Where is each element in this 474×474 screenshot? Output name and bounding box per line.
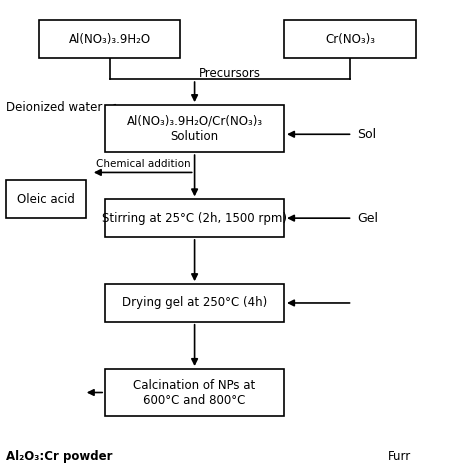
FancyBboxPatch shape: [105, 199, 284, 237]
Text: Cr(NO₃)₃: Cr(NO₃)₃: [325, 33, 375, 46]
FancyBboxPatch shape: [105, 284, 284, 322]
Text: Precursors: Precursors: [199, 66, 261, 80]
Text: Al(NO₃)₃.9H₂O: Al(NO₃)₃.9H₂O: [69, 33, 151, 46]
Text: Drying gel at 250°C (4h): Drying gel at 250°C (4h): [122, 296, 267, 310]
FancyBboxPatch shape: [105, 369, 284, 416]
Text: Oleic acid: Oleic acid: [17, 193, 75, 206]
FancyBboxPatch shape: [284, 20, 416, 58]
Text: Deionized water: Deionized water: [6, 101, 102, 114]
Text: Calcination of NPs at
600°C and 800°C: Calcination of NPs at 600°C and 800°C: [134, 379, 255, 407]
Text: Al(NO₃)₃.9H₂O/Cr(NO₃)₃
Solution: Al(NO₃)₃.9H₂O/Cr(NO₃)₃ Solution: [127, 115, 263, 143]
Text: Furr: Furr: [388, 450, 411, 463]
Text: Chemical addition: Chemical addition: [96, 159, 190, 169]
FancyBboxPatch shape: [39, 20, 181, 58]
Text: Gel: Gel: [357, 212, 378, 225]
FancyBboxPatch shape: [6, 181, 86, 218]
Text: Stirring at 25°C (2h, 1500 rpm): Stirring at 25°C (2h, 1500 rpm): [102, 212, 287, 225]
Text: Al₂O₃:Cr powder: Al₂O₃:Cr powder: [6, 450, 113, 463]
Text: Sol: Sol: [357, 128, 376, 141]
FancyBboxPatch shape: [105, 105, 284, 152]
